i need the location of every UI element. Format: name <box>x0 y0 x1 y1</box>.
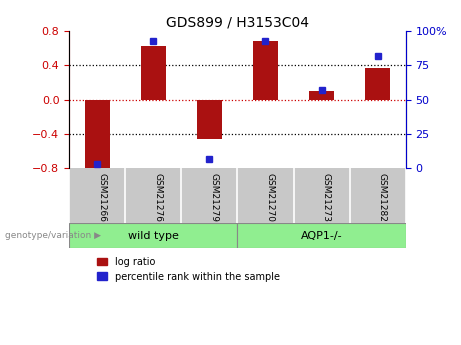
Bar <box>365 68 390 100</box>
Text: GSM21273: GSM21273 <box>322 172 331 221</box>
Legend: log ratio, percentile rank within the sample: log ratio, percentile rank within the sa… <box>97 257 279 282</box>
Bar <box>237 224 406 248</box>
Text: AQP1-/-: AQP1-/- <box>301 231 343 241</box>
Bar <box>141 47 166 100</box>
Text: GSM21270: GSM21270 <box>266 172 274 221</box>
Text: GSM21276: GSM21276 <box>153 172 162 221</box>
Text: genotype/variation ▶: genotype/variation ▶ <box>5 231 100 240</box>
Bar <box>309 91 334 100</box>
Bar <box>197 100 222 139</box>
Title: GDS899 / H3153C04: GDS899 / H3153C04 <box>166 16 309 30</box>
Bar <box>84 100 110 171</box>
Text: GSM21282: GSM21282 <box>378 172 387 221</box>
Text: wild type: wild type <box>128 231 179 241</box>
Text: GSM21279: GSM21279 <box>209 172 219 221</box>
Bar <box>69 224 237 248</box>
Bar <box>253 41 278 100</box>
Text: GSM21266: GSM21266 <box>97 172 106 221</box>
